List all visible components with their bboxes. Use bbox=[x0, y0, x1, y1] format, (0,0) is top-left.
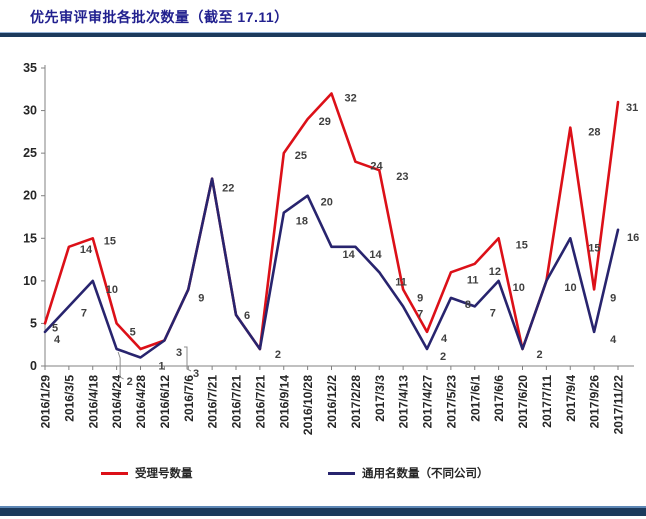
data-label-red: 24 bbox=[370, 161, 383, 173]
data-label-navy: 2 bbox=[440, 351, 446, 363]
y-tick-label: 35 bbox=[23, 61, 37, 75]
x-tick-label: 2017/6/1 bbox=[468, 375, 482, 422]
data-label-red: 11 bbox=[467, 274, 479, 286]
x-tick-label: 2016/10/28 bbox=[301, 375, 315, 435]
chart: 0 5 10 15 20 25 30 35 2016/1/29 2016/3/5 2016/4/18… bbox=[0, 45, 646, 465]
data-label-navy-leader: 2 bbox=[127, 376, 133, 388]
data-label-red: 31 bbox=[626, 102, 638, 114]
data-label-red-bracket: 3 bbox=[176, 347, 182, 359]
y-tick-label: 25 bbox=[23, 146, 37, 160]
data-label-red: 22 bbox=[222, 183, 234, 195]
x-tick-label: 2016/6/12 bbox=[158, 375, 172, 429]
chart-legend: 受理号数量 通用名数量（不同公司） bbox=[0, 464, 646, 484]
data-label-red: 2 bbox=[537, 349, 543, 361]
data-label-navy: 14 bbox=[369, 249, 382, 261]
x-tick-label: 2016/7/21 bbox=[206, 375, 220, 429]
x-tick-label: 2016/4/28 bbox=[134, 375, 148, 429]
x-tick-label: 2017/6/20 bbox=[516, 375, 530, 429]
data-label-red: 5 bbox=[52, 322, 58, 334]
data-label-red: 12 bbox=[489, 266, 501, 278]
label-bracket-line bbox=[184, 346, 192, 372]
y-tick-label: 5 bbox=[30, 316, 37, 330]
bottom-rule-bar bbox=[0, 506, 646, 516]
x-tick-label: 2017/6/6 bbox=[492, 375, 506, 422]
data-label-navy: 15 bbox=[588, 242, 600, 254]
x-tick-label: 2016/9/14 bbox=[277, 375, 291, 429]
x-tick-label: 2017/11/22 bbox=[612, 375, 626, 435]
data-label-navy: 10 bbox=[513, 282, 525, 294]
data-label-navy: 7 bbox=[81, 307, 87, 319]
data-label-navy: 18 bbox=[296, 216, 308, 228]
data-labels: 5141559226225293224239411121521028931471… bbox=[52, 93, 639, 388]
legend-label-accepted-numbers: 受理号数量 bbox=[135, 468, 193, 480]
data-label-navy: 1 bbox=[159, 360, 165, 372]
data-label-navy-bracket: 3 bbox=[193, 368, 199, 380]
data-label-red: 15 bbox=[104, 235, 116, 247]
y-tick-label: 20 bbox=[23, 189, 37, 203]
red-line-swatch-icon bbox=[101, 471, 128, 475]
legend-item-generic-names: 通用名数量（不同公司） bbox=[328, 464, 489, 482]
data-label-red: 28 bbox=[588, 127, 600, 139]
y-tick-label: 10 bbox=[23, 274, 37, 288]
label-leader-line bbox=[117, 351, 124, 380]
x-tick-label: 2016/7/6 bbox=[182, 375, 196, 422]
x-tick-label: 2016/3/5 bbox=[62, 375, 76, 422]
data-label-navy: 4 bbox=[54, 334, 61, 346]
data-label-red: 5 bbox=[130, 326, 136, 338]
data-label-navy: 7 bbox=[417, 308, 423, 320]
data-label-navy: 16 bbox=[627, 232, 639, 244]
x-tick-label: 2016/7/21 bbox=[253, 375, 267, 429]
legend-item-accepted-numbers: 受理号数量 bbox=[101, 464, 193, 482]
navy-series-line bbox=[43, 177, 620, 359]
data-label-red: 9 bbox=[417, 292, 423, 304]
data-label-red: 9 bbox=[198, 292, 204, 304]
data-label-red: 4 bbox=[441, 333, 448, 345]
red-series-line bbox=[43, 92, 620, 351]
data-label-navy: 8 bbox=[465, 299, 471, 311]
data-label-red: 15 bbox=[516, 239, 528, 251]
x-tick-label: 2017/4/13 bbox=[397, 375, 411, 429]
x-tick-label: 2017/7/11 bbox=[540, 375, 554, 428]
data-label-red: 23 bbox=[396, 171, 408, 183]
x-tick-label: 2016/1/29 bbox=[39, 375, 53, 429]
x-tick-label: 2017/9/4 bbox=[564, 375, 578, 422]
data-label-navy: 14 bbox=[343, 249, 356, 261]
x-tick-label: 2017/5/23 bbox=[444, 375, 458, 429]
x-tick-label: 2017/9/26 bbox=[588, 375, 602, 429]
title-rule bbox=[0, 32, 646, 37]
data-label-navy: 11 bbox=[395, 276, 407, 288]
y-tick-label: 15 bbox=[23, 231, 37, 245]
data-label-red: 6 bbox=[244, 310, 250, 322]
y-tick-label: 0 bbox=[30, 359, 37, 373]
x-tick-label: 2016/4/18 bbox=[86, 375, 100, 429]
data-label-red: 10 bbox=[564, 282, 576, 294]
data-label-navy: 4 bbox=[610, 334, 617, 346]
data-label-red: 25 bbox=[295, 150, 307, 162]
data-label-red: 2 bbox=[275, 349, 281, 361]
x-tick-label: 2016/12/2 bbox=[325, 375, 339, 429]
x-tick-label: 2016/4/24 bbox=[110, 375, 124, 429]
data-label-navy: 7 bbox=[490, 307, 496, 319]
data-label-navy: 20 bbox=[321, 197, 333, 209]
data-label-red: 32 bbox=[345, 93, 357, 105]
x-tick-label: 2017/2/28 bbox=[349, 375, 363, 429]
y-tick-label: 30 bbox=[23, 104, 37, 118]
page-title: 优先审评审批各批次数量（截至 17.11） bbox=[30, 9, 289, 25]
x-tick-label: 2017/3/3 bbox=[373, 375, 387, 422]
navy-line-swatch-icon bbox=[328, 471, 355, 475]
data-label-red: 9 bbox=[610, 292, 616, 304]
data-label-navy: 10 bbox=[106, 284, 118, 296]
data-label-red: 14 bbox=[80, 244, 93, 256]
x-tick-label: 2016/7/21 bbox=[230, 375, 244, 429]
legend-label-generic-names: 通用名数量（不同公司） bbox=[362, 468, 489, 480]
x-tick-label: 2017/4/27 bbox=[421, 375, 435, 429]
data-label-red: 29 bbox=[319, 116, 331, 128]
